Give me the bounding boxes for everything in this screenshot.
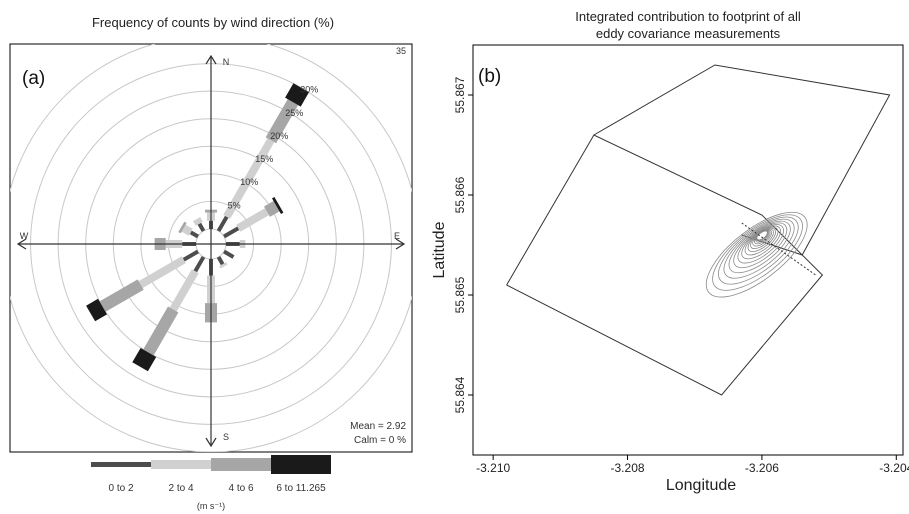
panel-b: Integrated contribution to footprint of … xyxy=(431,9,909,494)
footprint-contour xyxy=(747,227,776,252)
y-tick-label: 55.865 xyxy=(453,276,467,313)
rose-bar-segment xyxy=(236,208,269,232)
rose-bar-segment xyxy=(132,348,157,372)
rose-bar-segment xyxy=(223,138,275,219)
rose-bar-segment xyxy=(223,226,240,239)
compass-west-label: W xyxy=(20,231,29,241)
footprint-contour xyxy=(744,226,779,256)
radial-max-label: 35 xyxy=(396,46,406,56)
panel-b-label: (b) xyxy=(478,66,501,87)
rose-bar-segment xyxy=(197,222,206,232)
rose-bar-segment xyxy=(219,262,228,269)
speed-legend: 0 to 2 2 to 4 4 to 6 6 to 11.265 (m s⁻¹) xyxy=(91,455,331,511)
legend-label-0-2: 0 to 2 xyxy=(108,483,133,494)
boundary-through-footprint xyxy=(741,222,816,276)
x-axis-label: Longitude xyxy=(666,477,736,494)
map-axis-ticks: -3.210 -3.208 -3.206 -3.204 55.864 55.865 55.8… xyxy=(453,76,909,475)
rose-bar-segment xyxy=(138,256,186,288)
rose-bar-segment xyxy=(181,224,193,236)
y-tick-label: 55.866 xyxy=(453,176,467,213)
rose-bar-segment xyxy=(272,197,284,214)
y-axis-label: Latitude xyxy=(431,221,448,278)
rose-bar-segment xyxy=(264,201,280,217)
panel-a-title: Frequency of counts by wind direction (%… xyxy=(92,15,334,30)
panel-b-title-line1: Integrated contribution to footprint of … xyxy=(575,9,801,24)
footprint-contour xyxy=(705,211,808,298)
footprint-contour xyxy=(741,225,782,260)
panel-b-frame xyxy=(472,44,904,456)
y-tick-label: 55.864 xyxy=(453,376,467,413)
arrow-west xyxy=(16,238,27,250)
rose-bar-segment xyxy=(189,230,199,239)
arrow-east xyxy=(395,238,406,250)
radial-tick-label: 15% xyxy=(255,154,273,164)
x-tick-label: -3.204 xyxy=(879,461,909,475)
rose-bar-segment xyxy=(223,249,235,259)
footprint-contour xyxy=(712,214,803,291)
rose-bar-segment xyxy=(169,269,199,312)
radial-tick-label: 25% xyxy=(285,108,303,118)
arrow-north xyxy=(205,54,217,65)
panel-a: Frequency of counts by wind direction (%… xyxy=(9,15,413,511)
y-tick-label: 55.867 xyxy=(453,76,467,113)
calm-text: Calm = 0 % xyxy=(354,435,406,446)
x-tick-label: -3.208 xyxy=(611,461,645,475)
rose-bar-segment xyxy=(285,83,309,107)
legend-swatch-2-4 xyxy=(151,460,211,469)
legend-swatch-4-6 xyxy=(211,458,271,471)
radial-tick-label: 20% xyxy=(270,131,288,141)
x-tick-label: -3.206 xyxy=(745,461,779,475)
radial-tick-labels: 5% 10% 15% 20% 25% 30% xyxy=(228,85,319,211)
x-tick-label: -3.210 xyxy=(476,461,510,475)
rose-bar-segment xyxy=(216,215,229,232)
radial-tick-label: 10% xyxy=(240,177,258,187)
rose-bar-segment xyxy=(193,256,206,273)
field-boundary xyxy=(593,64,891,256)
rose-bar-segment xyxy=(265,99,299,144)
mean-text: Mean = 2.92 xyxy=(350,421,406,432)
radial-tick-label: 5% xyxy=(228,200,241,210)
legend-unit: (m s⁻¹) xyxy=(197,501,225,511)
legend-label-4-6: 4 to 6 xyxy=(228,483,253,494)
legend-label-6-11: 6 to 11.265 xyxy=(276,483,326,494)
rose-bar-segment xyxy=(143,306,179,356)
footprint-contour xyxy=(733,222,788,269)
footprint-contour xyxy=(737,224,784,264)
rose-bar-segment xyxy=(99,279,144,312)
radial-tick-label: 30% xyxy=(300,85,318,95)
footprint-contour xyxy=(718,216,799,285)
footprint-contours xyxy=(705,211,816,298)
field-boundary xyxy=(506,134,824,396)
panel-a-label: (a) xyxy=(22,68,45,89)
legend-swatch-6-11 xyxy=(271,455,331,474)
footprint-contour xyxy=(728,220,791,274)
compass-east-label: E xyxy=(394,231,400,241)
compass-north-label: N xyxy=(223,57,230,67)
panel-b-title-line2: eddy covariance measurements xyxy=(596,26,781,41)
legend-swatch-0-2 xyxy=(91,462,151,467)
legend-label-2-4: 2 to 4 xyxy=(168,483,193,494)
arrow-south xyxy=(205,437,217,448)
footprint-contour xyxy=(723,218,795,279)
compass-south-label: S xyxy=(223,432,229,442)
compass-axes xyxy=(16,54,406,448)
rose-bar-segment xyxy=(86,298,107,322)
rose-bar-segment xyxy=(216,256,225,266)
rose-bar-segment xyxy=(182,249,199,262)
rose-bar-segment xyxy=(178,221,187,234)
footprint-contour xyxy=(750,228,774,249)
rose-bar-segment xyxy=(193,217,203,226)
field-boundaries xyxy=(506,64,891,396)
